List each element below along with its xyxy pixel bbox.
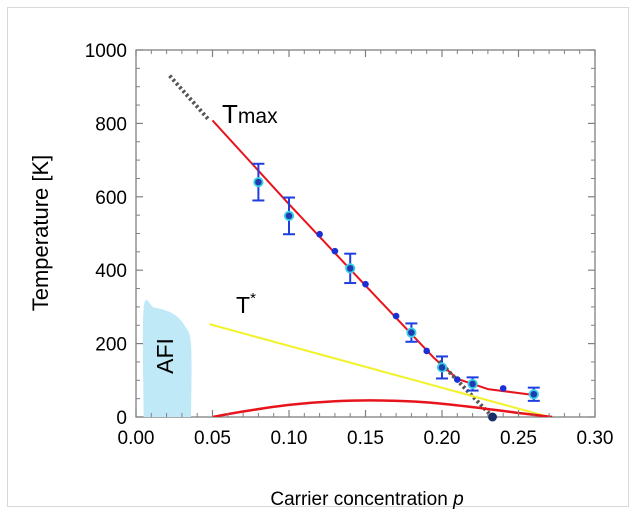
data-point-7 bbox=[528, 389, 539, 400]
data-point-5 bbox=[436, 362, 448, 373]
y-tick-label-4: 600 bbox=[95, 188, 127, 209]
plot-area bbox=[135, 49, 596, 418]
afi-annotation: AFI bbox=[152, 338, 178, 374]
small-point-4 bbox=[392, 312, 400, 320]
x-tick-label-3: 0.10 bbox=[271, 428, 308, 449]
y-tick-label-5: 800 bbox=[95, 114, 127, 135]
x-tick-label-5: 0.20 bbox=[424, 428, 461, 449]
y-tick-label-6: 1000 bbox=[85, 41, 127, 62]
data-point-1 bbox=[253, 177, 264, 188]
y-tick-label-3: 400 bbox=[95, 261, 127, 282]
x-tick-label-4: 0.15 bbox=[347, 428, 384, 449]
x-axis-label-text: Carrier concentration bbox=[270, 489, 447, 510]
data-point-3 bbox=[345, 263, 356, 274]
tmax-annotation: Tmax bbox=[222, 99, 278, 129]
y-tick-label-2: 200 bbox=[95, 335, 127, 356]
superconducting-dome-curve bbox=[212, 399, 553, 417]
y-tick-label-1: 0 bbox=[116, 408, 127, 429]
x-tick-label-7: 0.30 bbox=[577, 428, 614, 449]
data-point-4 bbox=[406, 327, 417, 338]
tstar-annotation-main: T bbox=[236, 292, 250, 318]
small-point-3 bbox=[362, 280, 369, 288]
small-point-6 bbox=[454, 376, 461, 383]
x-tick-label-1: 0.00 bbox=[118, 428, 155, 449]
data-point-2 bbox=[283, 210, 295, 221]
small-point-7 bbox=[499, 385, 507, 392]
tmax-annotation-sub: max bbox=[238, 105, 278, 128]
tmax-endpoint-marker-1 bbox=[487, 412, 497, 422]
y-axis-label: Temperature [K] bbox=[28, 155, 53, 312]
x-tick-label-6: 0.25 bbox=[500, 428, 537, 449]
t-line bbox=[209, 323, 550, 417]
x-axis-label-variable: p bbox=[452, 489, 464, 510]
x-tick-label-2: 0.05 bbox=[194, 428, 231, 449]
tstar-annotation: T* bbox=[236, 290, 256, 318]
tmax-annotation-main: T bbox=[222, 99, 238, 129]
small-point-5 bbox=[423, 347, 431, 355]
small-point-2 bbox=[331, 247, 339, 255]
data-point-6 bbox=[467, 378, 478, 390]
x-axis-label: Carrier concentration p bbox=[270, 489, 463, 510]
afi-region bbox=[142, 299, 192, 417]
tstar-annotation-sup: * bbox=[250, 290, 256, 307]
small-point-1 bbox=[316, 230, 323, 238]
